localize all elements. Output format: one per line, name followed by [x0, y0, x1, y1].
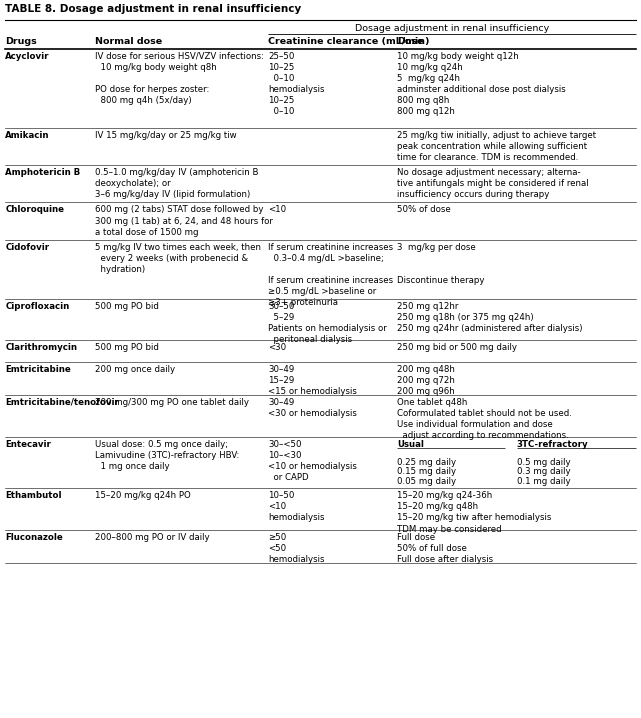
- Text: 0.5 mg daily: 0.5 mg daily: [517, 458, 570, 467]
- Text: 25–50
10–25
  0–10
hemodialysis
10–25
  0–10: 25–50 10–25 0–10 hemodialysis 10–25 0–10: [268, 52, 324, 116]
- Text: 0.05 mg daily: 0.05 mg daily: [397, 477, 456, 486]
- Text: 200 mg once daily: 200 mg once daily: [95, 365, 175, 374]
- Text: One tablet q48h
Coformulated tablet should not be used.
Use individual formulati: One tablet q48h Coformulated tablet shou…: [397, 398, 572, 440]
- Text: TABLE 8. Dosage adjustment in renal insufficiency: TABLE 8. Dosage adjustment in renal insu…: [5, 4, 301, 14]
- Text: 200–800 mg PO or IV daily: 200–800 mg PO or IV daily: [95, 533, 210, 542]
- Text: IV dose for serious HSV/VZV infections:
  10 mg/kg body weight q8h

PO dose for : IV dose for serious HSV/VZV infections: …: [95, 52, 264, 106]
- Text: Cidofovir: Cidofovir: [5, 243, 49, 252]
- Text: 50% of dose: 50% of dose: [397, 205, 451, 215]
- Text: Chloroquine: Chloroquine: [5, 205, 64, 215]
- Text: Ciprofloxacin: Ciprofloxacin: [5, 302, 69, 311]
- Text: No dosage adjustment necessary; alterna-
tive antifungals might be considered if: No dosage adjustment necessary; alterna-…: [397, 168, 589, 200]
- Text: Drugs: Drugs: [5, 37, 37, 47]
- Text: 10–50
<10
hemodialysis: 10–50 <10 hemodialysis: [268, 491, 324, 523]
- Text: 0.3 mg daily: 0.3 mg daily: [517, 467, 570, 477]
- Text: 0.25 mg daily: 0.25 mg daily: [397, 458, 456, 467]
- Text: 25 mg/kg tiw initially, adjust to achieve target
peak concentration while allowi: 25 mg/kg tiw initially, adjust to achiev…: [397, 131, 597, 162]
- Text: Dose: Dose: [397, 37, 424, 47]
- Text: Usual dose: 0.5 mg once daily;
Lamivudine (3TC)-refractory HBV:
  1 mg once dail: Usual dose: 0.5 mg once daily; Lamivudin…: [95, 439, 239, 471]
- Text: Amikacin: Amikacin: [5, 131, 49, 140]
- Text: 3  mg/kg per dose


Discontinue therapy: 3 mg/kg per dose Discontinue therapy: [397, 243, 485, 285]
- Text: Dosage adjustment in renal insufficiency: Dosage adjustment in renal insufficiency: [354, 24, 549, 34]
- Text: Fluconazole: Fluconazole: [5, 533, 63, 542]
- Text: If serum creatinine increases
  0.3–0.4 mg/dL >baseline;

If serum creatinine in: If serum creatinine increases 0.3–0.4 mg…: [268, 243, 393, 307]
- Text: 3TC-refractory: 3TC-refractory: [517, 439, 588, 449]
- Text: ≥50
<50
hemodialysis: ≥50 <50 hemodialysis: [268, 533, 324, 564]
- Text: 0.5–1.0 mg/kg/day IV (amphotericin B
deoxycholate); or
3–6 mg/kg/day IV (lipid f: 0.5–1.0 mg/kg/day IV (amphotericin B deo…: [95, 168, 258, 200]
- Text: Full dose
50% of full dose
Full dose after dialysis: Full dose 50% of full dose Full dose aft…: [397, 533, 494, 564]
- Text: Normal dose: Normal dose: [95, 37, 162, 47]
- Text: <10: <10: [268, 205, 286, 215]
- Text: 15–20 mg/kg q24-36h
15–20 mg/kg q48h
15–20 mg/kg tiw after hemodialysis
TDM may : 15–20 mg/kg q24-36h 15–20 mg/kg q48h 15–…: [397, 491, 552, 533]
- Text: 500 mg PO bid: 500 mg PO bid: [95, 343, 159, 353]
- Text: Usual: Usual: [397, 439, 424, 449]
- Text: 30–50
  5–29
Patients on hemodialysis or
  peritoneal dialysis: 30–50 5–29 Patients on hemodialysis or p…: [268, 302, 387, 344]
- Text: <30: <30: [268, 343, 286, 353]
- Text: 15–20 mg/kg q24h PO: 15–20 mg/kg q24h PO: [95, 491, 190, 500]
- Text: 30–<50
10–<30
<10 or hemodialysis
  or CAPD: 30–<50 10–<30 <10 or hemodialysis or CAP…: [268, 439, 357, 482]
- Text: Emtricitabine/tenofovir: Emtricitabine/tenofovir: [5, 398, 119, 407]
- Text: Clarithromycin: Clarithromycin: [5, 343, 77, 353]
- Text: 500 mg PO bid: 500 mg PO bid: [95, 302, 159, 311]
- Text: Acyclovir: Acyclovir: [5, 52, 49, 61]
- Text: Ethambutol: Ethambutol: [5, 491, 62, 500]
- Text: Entecavir: Entecavir: [5, 439, 51, 449]
- Text: 0.1 mg daily: 0.1 mg daily: [517, 477, 570, 486]
- Text: 600 mg (2 tabs) STAT dose followed by
300 mg (1 tab) at 6, 24, and 48 hours for
: 600 mg (2 tabs) STAT dose followed by 30…: [95, 205, 272, 237]
- Text: 250 mg q12hr
250 mg q18h (or 375 mg q24h)
250 mg q24hr (administered after dialy: 250 mg q12hr 250 mg q18h (or 375 mg q24h…: [397, 302, 583, 333]
- Text: 10 mg/kg body weight q12h
10 mg/kg q24h
5  mg/kg q24h
adminster additional dose : 10 mg/kg body weight q12h 10 mg/kg q24h …: [397, 52, 566, 116]
- Text: 200 mg q48h
200 mg q72h
200 mg q96h: 200 mg q48h 200 mg q72h 200 mg q96h: [397, 365, 455, 396]
- Text: Amphotericin B: Amphotericin B: [5, 168, 80, 177]
- Text: Emtricitabine: Emtricitabine: [5, 365, 71, 374]
- Text: 250 mg bid or 500 mg daily: 250 mg bid or 500 mg daily: [397, 343, 517, 353]
- Text: 200 mg/300 mg PO one tablet daily: 200 mg/300 mg PO one tablet daily: [95, 398, 249, 407]
- Text: 0.15 mg daily: 0.15 mg daily: [397, 467, 456, 477]
- Text: 5 mg/kg IV two times each week, then
  every 2 weeks (with probenecid &
  hydrat: 5 mg/kg IV two times each week, then eve…: [95, 243, 261, 274]
- Text: 30–49
15–29
<15 or hemodialysis: 30–49 15–29 <15 or hemodialysis: [268, 365, 357, 396]
- Text: Creatinine clearance (mL/min): Creatinine clearance (mL/min): [268, 37, 429, 47]
- Text: IV 15 mg/kg/day or 25 mg/kg tiw: IV 15 mg/kg/day or 25 mg/kg tiw: [95, 131, 237, 140]
- Text: 30–49
<30 or hemodialysis: 30–49 <30 or hemodialysis: [268, 398, 357, 418]
